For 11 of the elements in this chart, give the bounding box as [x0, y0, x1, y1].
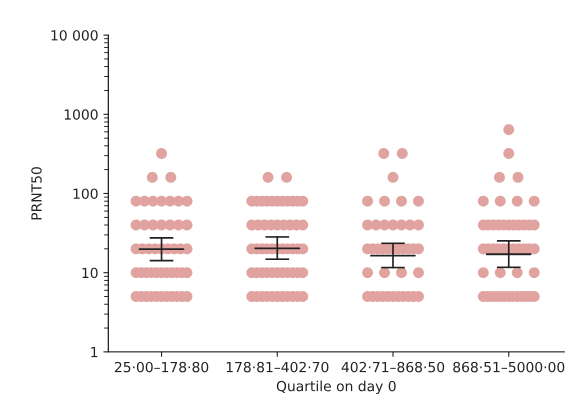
x-tick-label: 402·71–868·50 [342, 362, 444, 372]
y-tick-label: 10 000 [52, 30, 98, 41]
x-tick-label: 178·81–402·70 [226, 362, 328, 372]
x-tick-label: 25·00–178·80 [114, 362, 208, 372]
x-axis-title: Quartile on day 0 [276, 380, 396, 394]
y-tick-label: 10 [82, 268, 98, 278]
y-axis-title: PRNT50 [31, 167, 42, 220]
y-tick-label: 1000 [64, 109, 98, 120]
y-tick-label: 100 [74, 188, 98, 199]
x-tick-label: 868·51–5000·00 [453, 362, 564, 372]
y-tick-label: 1 [91, 347, 98, 358]
